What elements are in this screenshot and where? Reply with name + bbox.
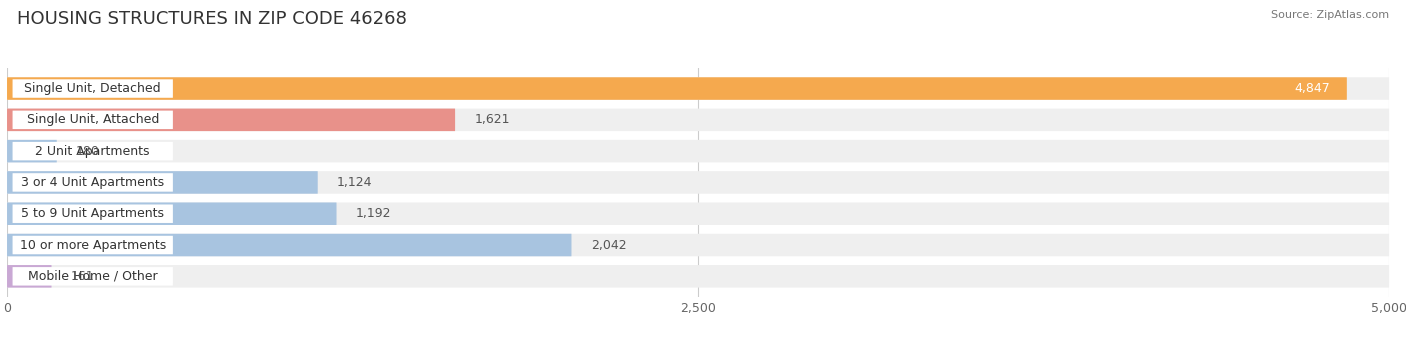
FancyBboxPatch shape (7, 234, 1389, 256)
FancyBboxPatch shape (7, 140, 1389, 162)
FancyBboxPatch shape (7, 171, 318, 194)
Text: 5 to 9 Unit Apartments: 5 to 9 Unit Apartments (21, 207, 165, 220)
Text: 1,192: 1,192 (356, 207, 391, 220)
FancyBboxPatch shape (7, 203, 336, 225)
FancyBboxPatch shape (7, 108, 1389, 131)
FancyBboxPatch shape (13, 142, 173, 160)
FancyBboxPatch shape (7, 265, 1389, 287)
Text: 2 Unit Apartments: 2 Unit Apartments (35, 145, 150, 158)
FancyBboxPatch shape (7, 108, 456, 131)
FancyBboxPatch shape (7, 140, 56, 162)
Text: Single Unit, Attached: Single Unit, Attached (27, 113, 159, 126)
Text: 2,042: 2,042 (591, 239, 627, 252)
FancyBboxPatch shape (13, 267, 173, 285)
FancyBboxPatch shape (13, 236, 173, 254)
FancyBboxPatch shape (7, 203, 1389, 225)
FancyBboxPatch shape (13, 173, 173, 192)
Text: HOUSING STRUCTURES IN ZIP CODE 46268: HOUSING STRUCTURES IN ZIP CODE 46268 (17, 10, 406, 28)
FancyBboxPatch shape (13, 79, 173, 98)
Text: 161: 161 (70, 270, 94, 283)
FancyBboxPatch shape (7, 171, 1389, 194)
Text: 3 or 4 Unit Apartments: 3 or 4 Unit Apartments (21, 176, 165, 189)
FancyBboxPatch shape (13, 205, 173, 223)
Text: 4,847: 4,847 (1295, 82, 1330, 95)
Text: 10 or more Apartments: 10 or more Apartments (20, 239, 166, 252)
Text: 1,124: 1,124 (337, 176, 373, 189)
Text: Mobile Home / Other: Mobile Home / Other (28, 270, 157, 283)
FancyBboxPatch shape (7, 77, 1347, 100)
FancyBboxPatch shape (7, 234, 571, 256)
FancyBboxPatch shape (7, 77, 1389, 100)
Text: 180: 180 (76, 145, 100, 158)
FancyBboxPatch shape (7, 265, 52, 287)
Text: Source: ZipAtlas.com: Source: ZipAtlas.com (1271, 10, 1389, 20)
FancyBboxPatch shape (13, 110, 173, 129)
Text: Single Unit, Detached: Single Unit, Detached (24, 82, 162, 95)
Text: 1,621: 1,621 (474, 113, 510, 126)
